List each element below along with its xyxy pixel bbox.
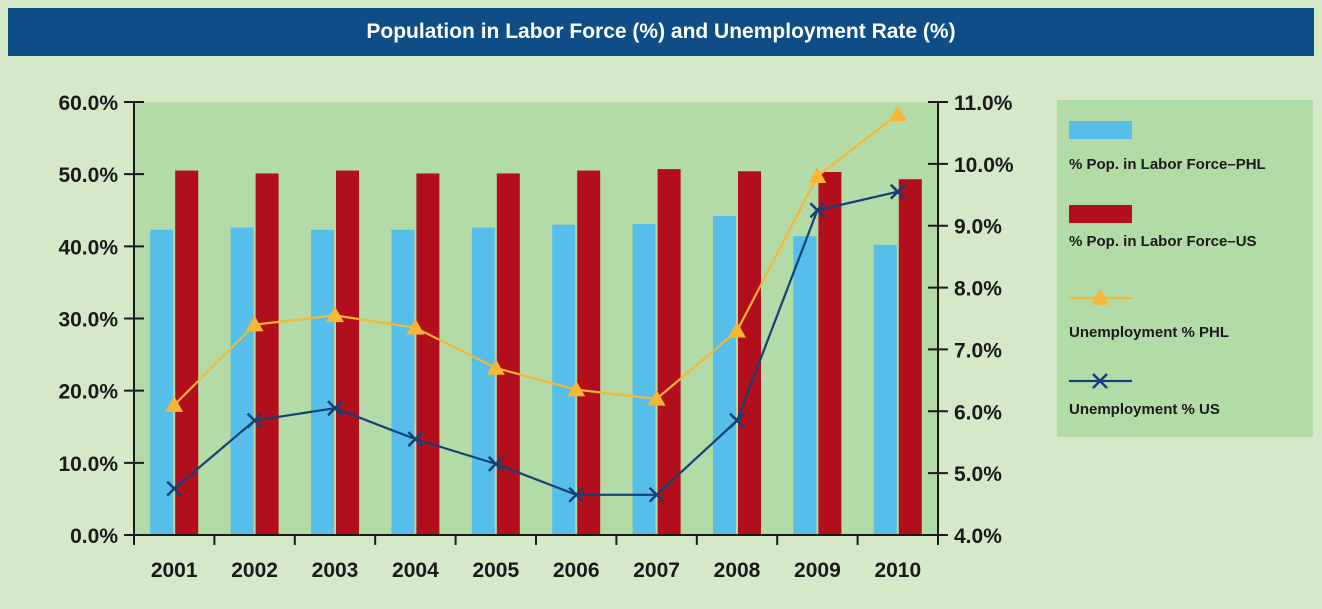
left-tick-label: 0.0%	[70, 525, 118, 548]
marker-us-2001	[166, 480, 183, 497]
bar-us-2008	[738, 171, 761, 535]
bar-phl-2003	[311, 229, 334, 536]
marker-us-2007	[648, 486, 665, 503]
marker-us-2003	[327, 400, 343, 417]
left-tick-label: 40.0%	[58, 236, 118, 259]
legend-swatch-phl-labor	[1069, 121, 1132, 139]
bar-us-2010	[898, 179, 922, 536]
bar-us-2002	[255, 173, 279, 535]
left-tick-label: 10.0%	[58, 453, 118, 476]
legend-marker-phl-unemployment	[1091, 289, 1109, 305]
marker-phl-2006	[567, 380, 586, 397]
marker-phl-2001	[165, 396, 184, 412]
x-tick-label-2010: 2010	[874, 559, 921, 582]
lines-layer	[165, 105, 907, 503]
right-tick-label: 10.0%	[954, 154, 1014, 177]
legend-label-us-labor: % Pop. in Labor Force–US	[1069, 233, 1257, 250]
bar-phl-2002	[230, 227, 254, 535]
legend-label-us-unemployment: Unemployment % US	[1069, 401, 1220, 418]
left-tick-label: 30.0%	[58, 309, 118, 332]
bar-phl-2004	[391, 229, 415, 536]
marker-phl-2008	[728, 321, 746, 338]
bar-us-2003	[336, 170, 359, 535]
x-tick-label-2001: 2001	[151, 559, 198, 582]
line-phl-unemployment	[173, 113, 899, 406]
left-tick-label: 50.0%	[58, 164, 118, 187]
right-tick-label: 8.0%	[954, 278, 1002, 301]
marker-us-2010	[889, 183, 906, 200]
x-tick-label-2003: 2003	[312, 559, 359, 582]
right-tick-label: 9.0%	[954, 216, 1002, 239]
marker-phl-2010	[888, 105, 907, 122]
right-tick-label: 6.0%	[954, 401, 1002, 424]
bar-us-2009	[818, 172, 842, 536]
legend-label-phl-unemployment: Unemployment % PHL	[1069, 324, 1229, 341]
x-tick-label-2007: 2007	[633, 559, 680, 582]
legend: % Pop. in Labor Force–PHL % Pop. in Labor…	[1057, 100, 1313, 437]
marker-us-2009	[809, 202, 826, 219]
bar-phl-2009	[793, 236, 817, 536]
marker-us-2004	[407, 431, 424, 448]
marker-phl-2005	[486, 358, 505, 375]
bar-phl-2005	[471, 227, 495, 535]
bar-us-2007	[657, 169, 681, 536]
legend-label-phl-labor: % Pop. in Labor Force–PHL	[1069, 156, 1266, 173]
bar-phl-2001	[150, 229, 174, 536]
marker-phl-2007	[647, 389, 666, 406]
right-tick-label: 11.0%	[954, 92, 1013, 115]
marker-phl-2004	[406, 318, 425, 335]
marker-phl-2009	[808, 167, 827, 183]
marker-us-2006	[568, 486, 585, 503]
right-tick-label: 7.0%	[954, 339, 1002, 362]
bar-us-2005	[496, 173, 520, 535]
x-tick-label-2006: 2006	[553, 559, 600, 582]
bar-us-2004	[416, 173, 440, 535]
axes-layer: 0.0% 10.0% 20.0% 30.0% 40.0% 50.0% 60.0% 4.0% 5.…	[58, 92, 1013, 582]
x-tick-label-2005: 2005	[472, 559, 519, 582]
bar-us-2006	[577, 170, 601, 535]
legend-swatch-us-labor	[1069, 205, 1132, 223]
x-tick-label-2004: 2004	[392, 559, 439, 582]
bar-phl-2008	[713, 216, 736, 536]
chart-title: Population in Labor Force (%) and Unempl…	[8, 8, 1314, 56]
legend-marker-us-unemployment	[1092, 373, 1108, 389]
marker-us-2005	[487, 455, 504, 472]
left-tick-label: 20.0%	[58, 381, 118, 404]
bar-phl-2010	[873, 244, 897, 535]
bars-layer	[150, 169, 922, 536]
line-us-unemployment	[173, 190, 899, 496]
marker-phl-2003	[326, 306, 344, 323]
bar-phl-2006	[552, 224, 576, 535]
bar-phl-2007	[632, 223, 656, 535]
left-tick-label: 60.0%	[58, 92, 118, 115]
right-tick-label: 4.0%	[954, 525, 1002, 548]
bar-us-2001	[175, 170, 199, 535]
right-tick-label: 5.0%	[954, 463, 1002, 486]
marker-us-2002	[246, 412, 263, 429]
x-tick-label-2009: 2009	[794, 559, 841, 582]
x-tick-label-2008: 2008	[714, 559, 761, 582]
marker-phl-2002	[245, 315, 264, 332]
marker-us-2008	[729, 412, 745, 429]
x-tick-label-2002: 2002	[231, 559, 278, 582]
